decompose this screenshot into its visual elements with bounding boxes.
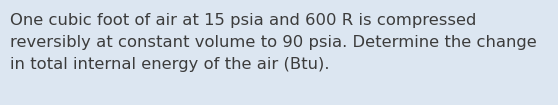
Text: One cubic foot of air at 15 psia and 600 R is compressed
reversibly at constant : One cubic foot of air at 15 psia and 600… [10,13,537,72]
